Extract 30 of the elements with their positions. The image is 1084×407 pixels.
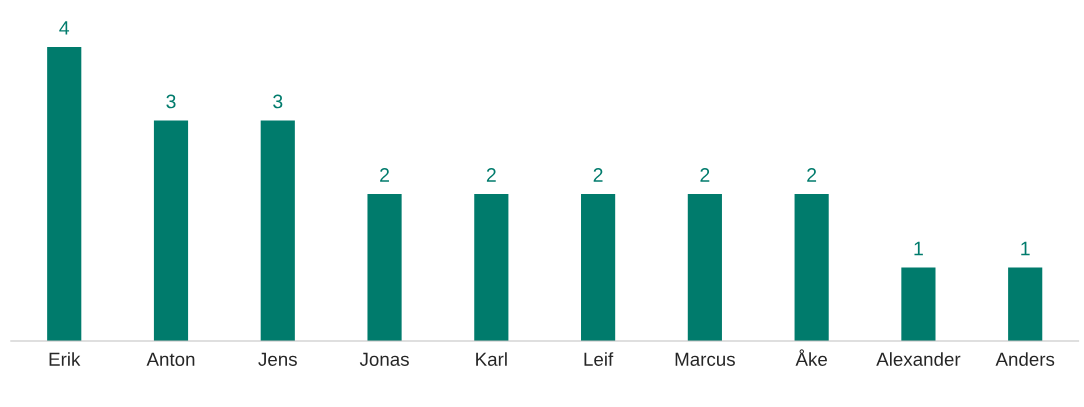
data-label: 2: [593, 168, 603, 182]
bar: [1008, 267, 1043, 342]
x-tick-label: Jens: [258, 352, 297, 366]
data-label: 2: [700, 168, 710, 182]
x-tick-label: Alexander: [876, 352, 961, 366]
bar: [260, 120, 295, 342]
x-tick-label: Leif: [584, 352, 614, 366]
bar: [153, 120, 189, 342]
data-label: 2: [807, 168, 817, 182]
bar: [794, 194, 829, 342]
bar: [581, 194, 616, 342]
bar: [687, 194, 722, 342]
x-tick-label: Anders: [995, 352, 1055, 366]
x-tick-label: Karl: [476, 352, 507, 366]
data-label: 1: [914, 241, 923, 256]
data-label: 2: [380, 168, 389, 182]
x-tick-label: Erik: [49, 352, 81, 366]
data-label: 4: [59, 21, 70, 35]
bar: [47, 46, 82, 342]
bar: [474, 194, 509, 342]
bar: [367, 194, 402, 342]
data-label: 1: [1021, 241, 1030, 256]
x-tick-label: Jonas: [359, 352, 409, 366]
data-label: 2: [486, 168, 496, 182]
bar: [901, 267, 936, 342]
data-label: 3: [273, 94, 283, 109]
x-tick-label: Åke: [795, 349, 827, 366]
x-tick-label: Marcus: [675, 352, 735, 366]
data-label: 3: [166, 94, 176, 109]
x-tick-label: Anton: [146, 352, 195, 366]
